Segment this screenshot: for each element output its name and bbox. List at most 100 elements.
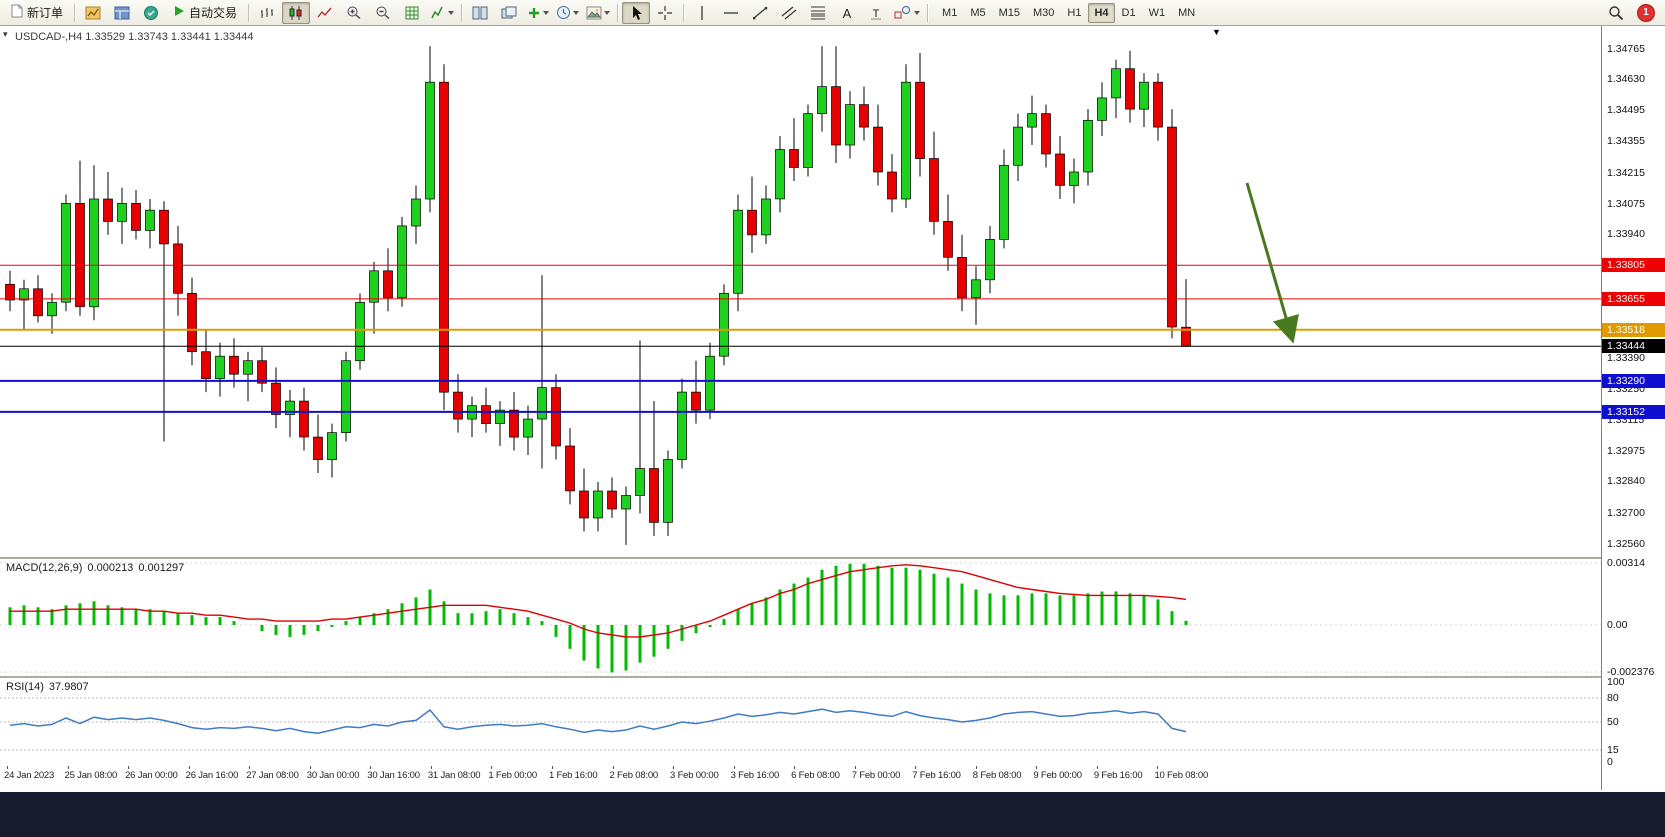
macd-axis-label: 0.00314: [1607, 556, 1645, 569]
time-axis-label: 30 Jan 16:00: [367, 770, 420, 781]
price-line-label: 1.33444: [1602, 339, 1665, 354]
new-order-button[interactable]: 新订单: [4, 3, 70, 23]
price-axis-label: 1.34075: [1607, 198, 1645, 211]
channel-icon[interactable]: [775, 2, 803, 24]
rsi-name: RSI(14): [6, 681, 44, 693]
new-chart-icon[interactable]: [79, 2, 107, 24]
notification-badge[interactable]: 1: [1637, 3, 1655, 22]
template-icon[interactable]: [583, 2, 613, 24]
svg-text:T: T: [873, 8, 880, 20]
time-axis-label: 31 Jan 08:00: [427, 770, 481, 781]
macd-name: MACD(12,26,9): [6, 562, 83, 574]
price-axis-label: 1.34215: [1607, 166, 1645, 179]
time-axis-label: 3 Feb 00:00: [670, 770, 719, 781]
price-axis[interactable]: 1.34765 1.34630 1.34495 1.34355 1.34215 1.340…: [1601, 26, 1665, 790]
rsi-label: RSI(14) 37.9807: [6, 681, 94, 693]
time-axis-tick: [188, 766, 190, 769]
search-icon[interactable]: [1602, 2, 1630, 24]
trendline-icon[interactable]: [746, 2, 774, 24]
timeframe-m5-button[interactable]: M5: [970, 6, 986, 19]
price-line-label: 1.33152: [1602, 404, 1665, 419]
fibonacci-icon[interactable]: [804, 2, 832, 24]
timeframe-h4-button[interactable]: H4: [1088, 2, 1115, 23]
auto-trading-button[interactable]: 自动交易: [166, 3, 244, 23]
macd-panel[interactable]: [0, 559, 1601, 676]
svg-text:A: A: [843, 6, 852, 21]
time-axis-label: 1 Feb 00:00: [488, 770, 537, 781]
price-line-label: 1.33518: [1602, 322, 1665, 337]
candlestick-chart-icon[interactable]: [282, 1, 311, 24]
separator: [683, 3, 685, 22]
time-axis-tick: [430, 766, 432, 769]
taskbar: [0, 792, 1665, 837]
time-axis-tick: [67, 766, 69, 769]
panel-divider[interactable]: [0, 557, 1665, 559]
text-label-icon[interactable]: T: [862, 2, 890, 24]
indicators-icon[interactable]: [427, 2, 457, 24]
price-axis-label: 1.32700: [1607, 506, 1645, 519]
macd-axis-label: 0.00: [1607, 618, 1628, 631]
add-chart-icon[interactable]: [524, 2, 552, 24]
time-axis-label: 24 Jan 2023: [4, 770, 55, 781]
time-axis-tick: [733, 766, 735, 769]
price-line-label: 1.33805: [1602, 258, 1665, 273]
separator: [927, 3, 929, 22]
rsi-panel[interactable]: [0, 678, 1601, 766]
price-axis-label: 1.33940: [1607, 228, 1645, 241]
timeframe-w1-button[interactable]: W1: [1148, 6, 1166, 19]
price-axis-label: 1.32560: [1607, 538, 1645, 551]
price-axis-label: 1.32975: [1607, 445, 1645, 458]
vertical-line-icon[interactable]: [688, 2, 716, 24]
price-axis-label: 1.34355: [1607, 135, 1645, 148]
time-axis-tick: [1096, 766, 1098, 769]
chevron-down-icon: [543, 10, 550, 15]
zoom-out-icon[interactable]: [369, 2, 397, 24]
profiles-icon[interactable]: [108, 2, 136, 24]
crosshair-icon[interactable]: [651, 2, 679, 24]
grid-icon[interactable]: [398, 2, 426, 24]
symbol-info: USDCAD-,H4 1.33529 1.33743 1.33441 1.334…: [15, 31, 254, 43]
drawn-arrow: [1245, 182, 1299, 344]
time-axis-label: 7 Feb 16:00: [912, 770, 961, 781]
timeframe-mn-button[interactable]: MN: [1178, 6, 1196, 19]
toolbar: 新订单 自动交易: [0, 0, 1665, 26]
new-order-icon: [11, 4, 23, 21]
shapes-icon[interactable]: [891, 2, 923, 24]
macd-main-value: 0.000213: [87, 562, 134, 574]
cascade-windows-icon[interactable]: [495, 2, 523, 24]
time-axis-label: 1 Feb 16:00: [548, 770, 598, 781]
timeframe-m15-button[interactable]: M15: [998, 6, 1020, 19]
time-axis-tick: [673, 766, 675, 769]
macd-signal-value: 0.001297: [138, 562, 185, 574]
zoom-in-icon[interactable]: [340, 2, 368, 24]
community-icon[interactable]: [137, 2, 165, 24]
cursor-icon[interactable]: [622, 1, 651, 24]
text-icon[interactable]: A: [833, 2, 861, 24]
time-axis-tick: [551, 766, 553, 769]
horizontal-line-icon[interactable]: [717, 2, 745, 24]
macd-histogram: [8, 563, 1188, 673]
tile-windows-icon[interactable]: [466, 2, 494, 24]
main-chart[interactable]: [0, 26, 1601, 557]
time-axis-tick: [370, 766, 372, 769]
macd-axis-label: -0.002376: [1607, 665, 1655, 678]
time-axis-tick: [249, 766, 251, 769]
one-click-trading-toggle[interactable]: ▾: [3, 29, 8, 39]
timeframe-m30-button[interactable]: M30: [1033, 6, 1055, 19]
price-axis-label: 1.34495: [1607, 103, 1645, 116]
time-axis-tick: [1157, 766, 1159, 769]
time-axis-tick: [128, 766, 130, 769]
timeframe-m1-button[interactable]: M1: [942, 6, 958, 19]
line-chart-icon[interactable]: [311, 2, 339, 24]
timeframe-d1-button[interactable]: D1: [1121, 6, 1136, 19]
panel-divider[interactable]: [0, 676, 1665, 678]
rsi-line: [9, 708, 1187, 734]
chevron-down-icon: [573, 10, 580, 15]
period-menu-icon[interactable]: [553, 2, 582, 24]
time-axis-label: 8 Feb 08:00: [972, 770, 1022, 781]
timeframe-h1-button[interactable]: H1: [1067, 6, 1082, 19]
bar-chart-icon[interactable]: [253, 2, 281, 24]
price-axis-label: 1.34765: [1607, 43, 1645, 56]
time-axis-tick: [1036, 766, 1038, 769]
